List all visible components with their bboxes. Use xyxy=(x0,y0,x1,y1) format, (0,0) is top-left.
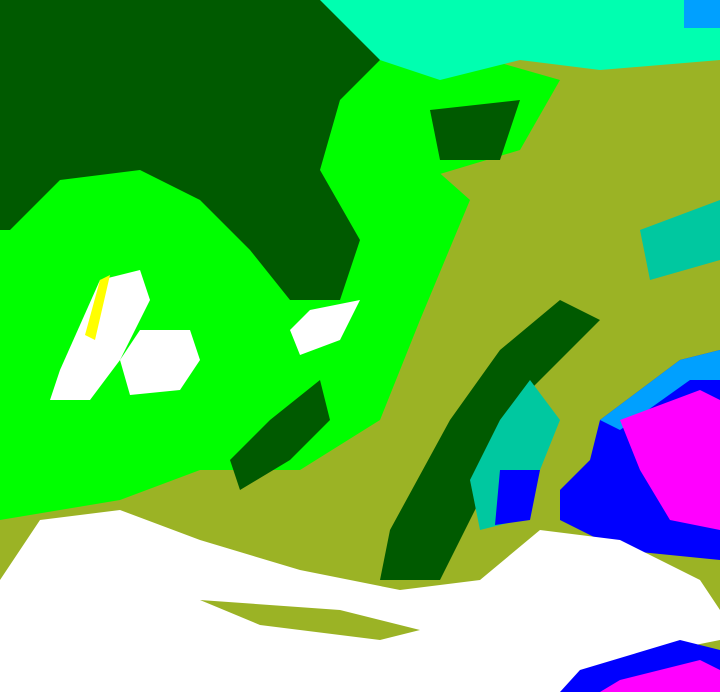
dark-green-streak xyxy=(230,380,330,490)
light-blue-corner xyxy=(684,0,720,28)
white-cloud-south xyxy=(0,510,720,692)
dark-green-region xyxy=(0,0,400,300)
olive-streaks-south xyxy=(200,600,420,640)
yellow-fringe xyxy=(85,275,110,340)
white-cloud-small xyxy=(290,300,360,355)
dark-green-patch xyxy=(430,100,520,160)
white-cloud-center xyxy=(120,330,200,395)
aqua-region xyxy=(320,0,720,80)
bright-green-region xyxy=(0,120,470,520)
blue-patch xyxy=(495,470,540,525)
magenta-south xyxy=(600,660,720,692)
magenta-core xyxy=(620,390,720,530)
teal-storm-band xyxy=(470,380,560,530)
light-blue-edge xyxy=(600,350,720,430)
teal-band-east xyxy=(640,200,720,280)
white-cloud-west xyxy=(50,270,150,400)
